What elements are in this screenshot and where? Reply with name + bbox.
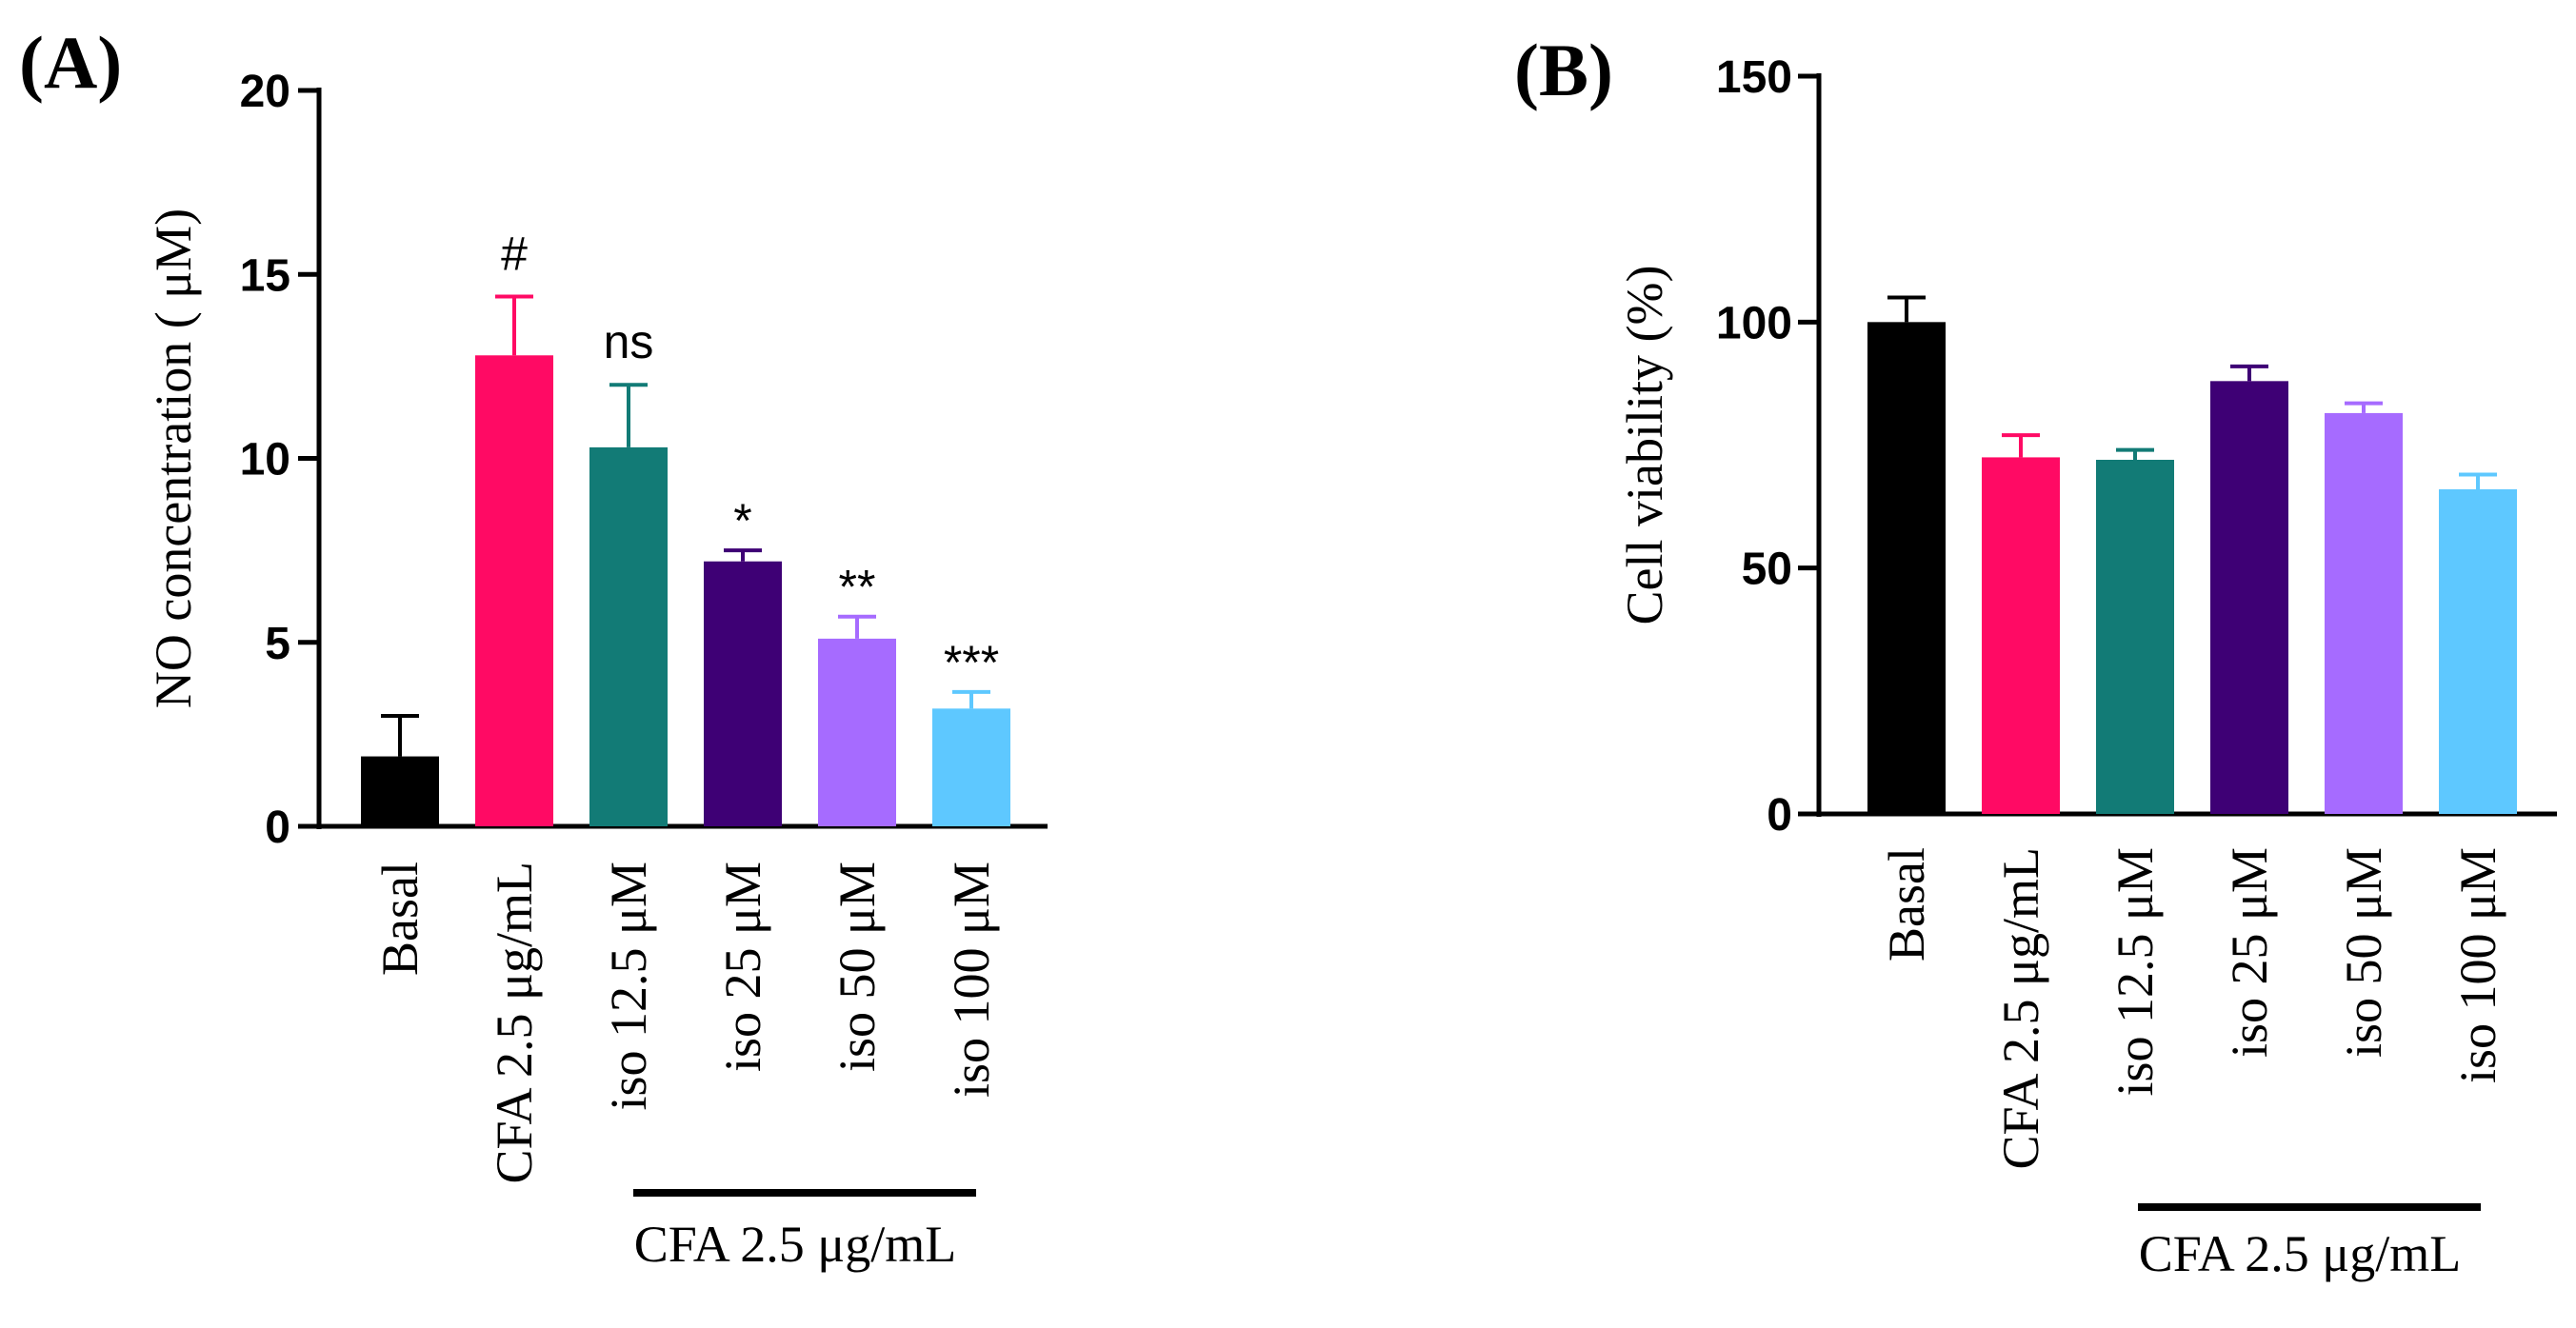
- bar: [2439, 489, 2517, 814]
- panel-a: (A) 0 5 10 15 20 NO concentration ( μM) Basal # C…: [19, 21, 1048, 1273]
- bar: [361, 756, 439, 826]
- category-label: Basal: [1878, 847, 1935, 961]
- panel-b: (B) 0 50 100 150 Cell viability (%) Basal CFA 2…: [1514, 29, 2557, 1282]
- category-label: iso 12.5 μM: [2107, 847, 2164, 1096]
- bar: [475, 355, 553, 826]
- bar: [1982, 457, 2060, 814]
- y-axis-title: NO concentration ( μM): [145, 208, 202, 708]
- y-tick-label: 20: [240, 67, 290, 117]
- y-axis-title: Cell viability (%): [1616, 266, 1673, 625]
- panel-label: (B): [1514, 29, 1613, 111]
- y-tick-label: 5: [265, 619, 290, 669]
- significance-label: ***: [944, 636, 999, 689]
- significance-label: #: [501, 227, 528, 280]
- y-tick-label: 100: [1716, 298, 1792, 348]
- category-label: CFA 2.5 μg/mL: [1992, 847, 2049, 1170]
- category-label: iso 50 μM: [2335, 847, 2392, 1058]
- bar: [2210, 381, 2288, 814]
- bar: [2096, 460, 2174, 814]
- panel-label: (A): [19, 21, 122, 104]
- significance-label: **: [839, 561, 876, 614]
- y-tick-label: 150: [1716, 52, 1792, 103]
- category-label: iso 25 μM: [2221, 847, 2278, 1058]
- bar: [1867, 322, 1946, 814]
- bar: [589, 446, 668, 826]
- group-label: CFA 2.5 μg/mL: [634, 1216, 957, 1273]
- bar: [818, 638, 896, 826]
- bar: [2325, 412, 2403, 814]
- y-tick-label: 15: [240, 250, 290, 301]
- category-label: iso 100 μM: [943, 862, 1000, 1098]
- category-label: iso 100 μM: [2449, 847, 2506, 1083]
- group-label: CFA 2.5 μg/mL: [2139, 1225, 2462, 1282]
- significance-label: *: [733, 494, 751, 547]
- category-label: iso 25 μM: [714, 862, 771, 1072]
- category-label: iso 50 μM: [829, 862, 886, 1072]
- y-tick-label: 0: [1767, 790, 1792, 841]
- y-tick-label: 10: [240, 435, 290, 486]
- category-label: CFA 2.5 μg/mL: [486, 862, 543, 1184]
- significance-label: ns: [604, 315, 654, 368]
- bar: [704, 561, 782, 826]
- category-label: iso 12.5 μM: [600, 862, 657, 1110]
- category-label: Basal: [371, 862, 429, 976]
- y-tick-label: 0: [265, 803, 290, 853]
- y-tick-label: 50: [1742, 545, 1792, 595]
- bar: [932, 708, 1010, 826]
